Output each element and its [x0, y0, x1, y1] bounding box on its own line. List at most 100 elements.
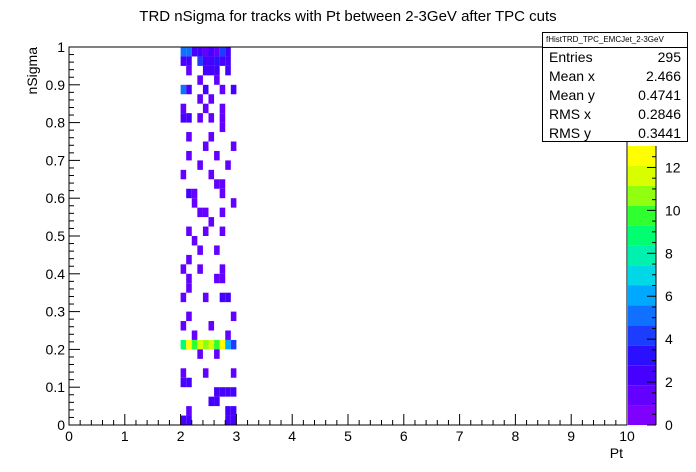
heatmap-bin: [186, 132, 192, 142]
x-tick-label: 3: [233, 428, 241, 444]
heatmap-bin: [225, 47, 231, 57]
heatmap-bin: [219, 56, 226, 66]
heatmap-bin: [214, 387, 220, 397]
heatmap-bin: [225, 415, 231, 425]
heatmap-bin: [202, 292, 209, 303]
x-tick-label: 8: [512, 428, 520, 444]
heatmap-bin: [219, 103, 226, 114]
stats-value: 0.3441: [638, 125, 681, 141]
heatmap-bin: [208, 132, 215, 142]
x-tick-label: 2: [177, 428, 185, 444]
heatmap-bin: [180, 415, 187, 425]
heatmap-bin: [225, 330, 231, 340]
heatmap-bin: [230, 415, 237, 425]
heatmap-bin: [180, 368, 187, 378]
heatmap-bin: [186, 226, 192, 236]
heatmap-bin: [202, 84, 209, 95]
heatmap-bin: [208, 47, 215, 57]
heatmap-bin: [186, 188, 192, 199]
heatmap-bin: [202, 368, 209, 378]
color-scale-band: [628, 305, 656, 326]
color-scale-band: [628, 225, 656, 246]
heatmap-bin: [191, 198, 198, 208]
heatmap-bin: [186, 56, 192, 66]
x-tick-label: 5: [344, 428, 352, 444]
heatmap-bin: [191, 47, 198, 57]
heatmap-bin: [186, 150, 192, 161]
heatmap-bin: [180, 321, 187, 331]
stats-value: 0.2846: [638, 106, 681, 122]
stats-box-name: fHistTRD_TPC_EMCJet_2-3GeV: [543, 33, 687, 48]
heatmap-bin: [214, 396, 220, 407]
heatmap-bin: [202, 207, 209, 218]
heatmap-bin: [202, 339, 209, 350]
y-tick-label: 0.1: [46, 379, 66, 395]
heatmap-bin: [230, 368, 237, 378]
heatmap-bin: [219, 292, 226, 303]
color-scale-band: [628, 205, 656, 226]
heatmap-bin: [225, 339, 231, 350]
heatmap-bin: [208, 217, 215, 227]
heatmap-bin: [186, 47, 192, 57]
x-tick-label: 4: [288, 428, 296, 444]
heatmap-bin: [186, 311, 192, 322]
heatmap-bin: [186, 84, 192, 95]
heatmap-bin: [219, 179, 226, 189]
x-tick-label: 6: [400, 428, 408, 444]
heatmap-bin: [197, 349, 203, 359]
heatmap-bin: [208, 396, 215, 407]
heatmap-bin: [180, 113, 187, 123]
heatmap-bin: [191, 339, 198, 350]
heatmap-bin: [197, 94, 203, 104]
z-tick-label: 12: [665, 159, 681, 175]
heatmap-bin: [225, 65, 231, 76]
heatmap-bin: [208, 65, 215, 76]
heatmap-bin: [197, 75, 203, 85]
heatmap-bin: [186, 273, 192, 284]
heatmap-bin: [225, 160, 231, 170]
heatmap-bin: [202, 103, 209, 114]
heatmap-bin: [202, 56, 209, 66]
y-tick-label: 0.3: [46, 304, 66, 320]
y-tick-label: 0.6: [46, 190, 66, 206]
heatmap-bin: [197, 113, 203, 123]
z-tick-label: 4: [665, 331, 673, 347]
heatmap-bin: [214, 75, 220, 85]
heatmap-bin: [180, 103, 187, 114]
heatmap-bin: [208, 94, 215, 104]
heatmap-bin: [219, 207, 226, 218]
heatmap-bin: [230, 84, 237, 95]
color-scale-band: [628, 185, 656, 206]
heatmap-bin: [186, 254, 192, 265]
z-tick-label: 0: [665, 417, 673, 433]
stats-value: 0.4741: [638, 87, 681, 103]
heatmap-bin: [225, 56, 231, 66]
heatmap-bin: [219, 264, 226, 274]
heatmap-bin: [214, 56, 220, 66]
y-tick-label: 0.5: [46, 228, 66, 244]
heatmap-bin: [208, 113, 215, 123]
z-tick-label: 10: [665, 202, 681, 218]
heatmap-bin: [191, 330, 198, 340]
stats-label: Mean y: [549, 87, 595, 103]
heatmap-bin: [186, 406, 192, 416]
color-scale-band: [628, 365, 656, 386]
x-tick-label: 7: [456, 428, 464, 444]
heatmap-bin: [219, 113, 226, 123]
stats-row-entries: Entries 295: [543, 48, 687, 67]
heatmap-bin: [214, 65, 220, 76]
heatmap-bin: [214, 349, 220, 359]
heatmap-bin: [230, 406, 237, 416]
heatmap-bin: [214, 245, 220, 255]
heatmap-bin: [197, 264, 203, 274]
heatmap-bin: [197, 160, 203, 170]
x-tick-label: 9: [567, 428, 575, 444]
heatmap-bin: [186, 65, 192, 76]
heatmap-bin: [219, 226, 226, 236]
stats-value: 295: [657, 49, 681, 65]
heatmap-bin: [219, 273, 226, 284]
stats-label: RMS x: [549, 106, 591, 122]
heatmap-bin: [191, 188, 198, 199]
stats-row-mean-x: Mean x 2.466: [543, 67, 687, 86]
